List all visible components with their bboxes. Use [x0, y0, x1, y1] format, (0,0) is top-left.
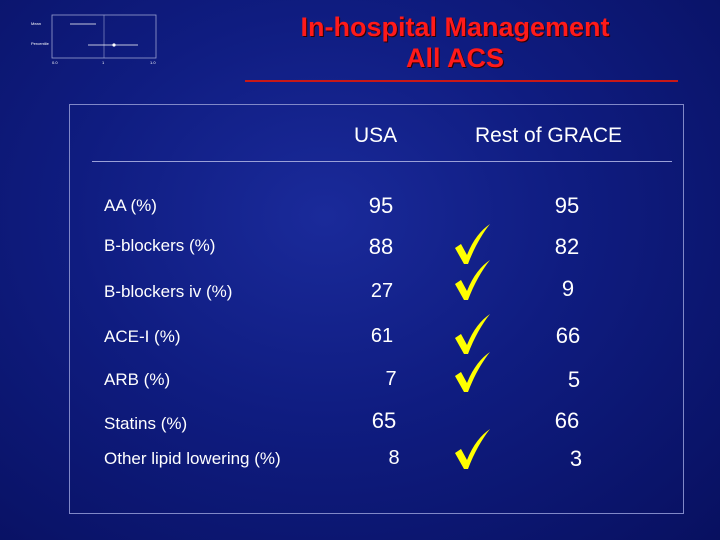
thumbnail-chart: Mean Percentile 0.0 1 1.0 — [31, 14, 157, 65]
column-header-usa: USA — [354, 124, 398, 147]
checkmark-icon — [455, 429, 490, 469]
thumbnail-label-bottom: Percentile — [31, 41, 50, 46]
thumbnail-tick: 1 — [102, 60, 105, 65]
row-label: B-blockers iv (%) — [104, 282, 233, 301]
row-label: AA (%) — [104, 196, 157, 215]
table-frame — [69, 104, 684, 514]
row-label: Statins (%) — [104, 414, 188, 433]
usa-value: 95 — [368, 193, 394, 218]
checkmark-icon — [455, 224, 490, 264]
rest-value: 3 — [569, 446, 583, 471]
rest-value: 5 — [567, 367, 581, 392]
row-label: ARB (%) — [104, 370, 171, 389]
rest-value: 66 — [554, 408, 580, 433]
rest-value: 66 — [555, 323, 581, 348]
rest-value: 9 — [561, 276, 575, 301]
column-header-rest: Rest of GRACE — [475, 124, 623, 147]
title-line-1: In-hospital Management — [300, 12, 610, 42]
checkmark-icon — [455, 352, 490, 392]
usa-value: 7 — [385, 368, 397, 390]
usa-value: 27 — [370, 280, 394, 302]
thumbnail-tick: 1.0 — [150, 60, 156, 65]
thumbnail-label-top: Mean — [31, 21, 41, 26]
title-line-2: All ACS — [405, 43, 504, 73]
rest-value: 95 — [554, 193, 580, 218]
checkmark-icon — [455, 314, 490, 354]
usa-value: 65 — [371, 408, 397, 433]
row-label: B-blockers (%) — [104, 236, 216, 255]
thumbnail-tick: 0.0 — [52, 60, 58, 65]
rest-value: 82 — [554, 234, 580, 259]
checkmark-icon — [455, 260, 490, 300]
usa-value: 61 — [370, 325, 394, 347]
title-underline — [245, 80, 678, 82]
usa-value: 88 — [368, 234, 394, 259]
row-label: ACE-I (%) — [104, 327, 181, 346]
header-divider — [92, 161, 672, 162]
usa-value: 8 — [388, 447, 400, 469]
slide-title: In-hospital Management All ACS — [240, 12, 670, 74]
row-label: Other lipid lowering (%) — [104, 449, 281, 468]
